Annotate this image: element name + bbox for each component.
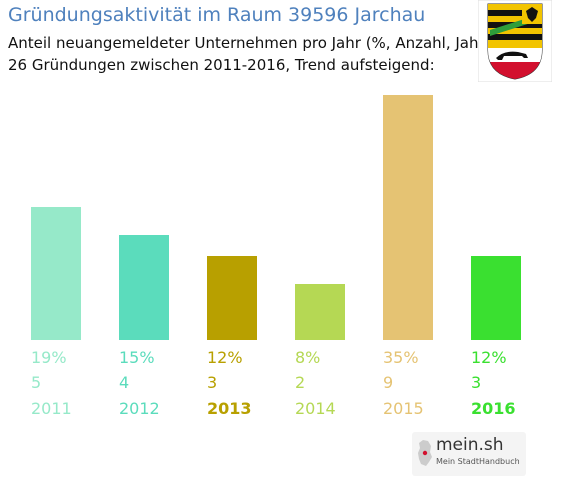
count-label-2012: 4 <box>119 373 129 392</box>
year-label-2014: 2014 <box>295 399 336 418</box>
percent-label-2014: 8% <box>295 348 320 367</box>
mein-sh-logo[interactable]: mein.sh Mein StadtHandbuch <box>412 432 526 476</box>
saxony-anhalt-coat-of-arms-icon <box>478 0 552 82</box>
percent-label-2015: 35% <box>383 348 419 367</box>
count-label-2014: 2 <box>295 373 305 392</box>
count-label-2011: 5 <box>31 373 41 392</box>
logo-subtext: Mein StadtHandbuch <box>436 457 520 466</box>
bar-2013 <box>207 256 257 340</box>
chart-summary: 26 Gründungen zwischen 2011-2016, Trend … <box>8 56 435 74</box>
germany-map-icon <box>418 440 432 466</box>
chart-title: Gründungsaktivität im Raum 39596 Jarchau <box>8 4 426 26</box>
year-label-2013: 2013 <box>207 399 252 418</box>
percent-label-2012: 15% <box>119 348 155 367</box>
chart-subtitle: Anteil neuangemeldeter Unternehmen pro J… <box>8 34 491 52</box>
count-label-2015: 9 <box>383 373 393 392</box>
year-label-2012: 2012 <box>119 399 160 418</box>
bar-2014 <box>295 284 345 340</box>
year-label-2011: 2011 <box>31 399 72 418</box>
count-label-2013: 3 <box>207 373 217 392</box>
percent-label-2013: 12% <box>207 348 243 367</box>
year-label-2015: 2015 <box>383 399 424 418</box>
logo-text: mein.sh <box>436 435 504 455</box>
bar-2016 <box>471 256 521 340</box>
percent-label-2016: 12% <box>471 348 507 367</box>
percent-label-2011: 19% <box>31 348 67 367</box>
bar-2015 <box>383 95 433 340</box>
bar-2012 <box>119 235 169 340</box>
bar-2011 <box>31 207 81 340</box>
count-label-2016: 3 <box>471 373 481 392</box>
year-label-2016: 2016 <box>471 399 516 418</box>
